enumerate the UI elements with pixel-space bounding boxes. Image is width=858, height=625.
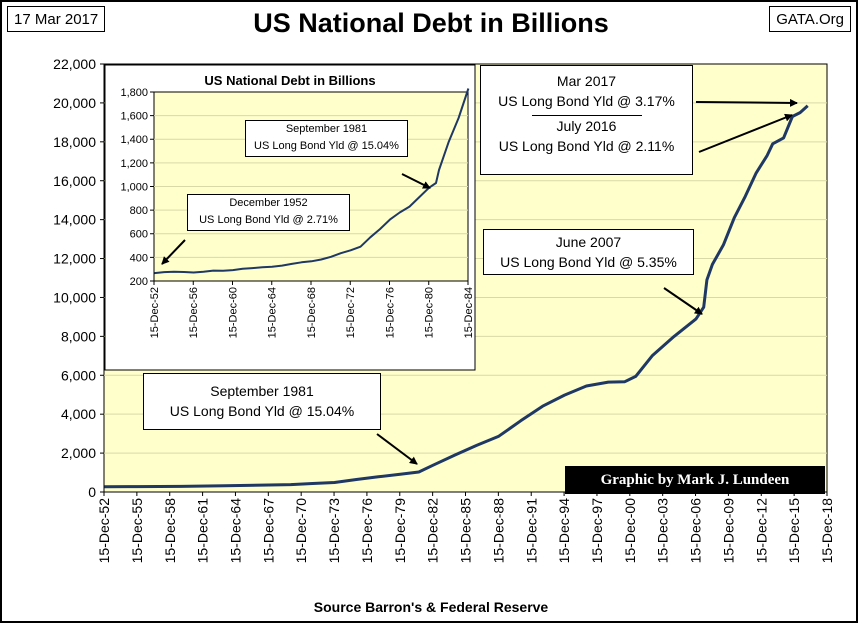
main-y-tick-label: 18,000: [53, 134, 96, 150]
inset-y-tick-label: 1,200: [120, 158, 148, 170]
inset-annotation-1981: September 1981 US Long Bond Yld @ 15.04%: [245, 120, 408, 157]
main-y-tick-label: 20,000: [53, 95, 96, 111]
annotation-arrow: [376, 433, 418, 465]
main-x-tick-label: 15-Dec-64: [227, 498, 243, 564]
main-y-tick-label: 6,000: [61, 367, 96, 383]
annotation-arrow: [698, 113, 793, 153]
inset-series-line: [154, 88, 470, 275]
annotation-2007: June 2007 US Long Bond Yld @ 5.35%: [483, 229, 694, 275]
main-y-tick-label: 22,000: [53, 56, 96, 72]
inset-y-tick-label: 1,000: [120, 181, 148, 193]
main-x-tick-label: 15-Dec-91: [523, 498, 539, 564]
main-x-tick-label: 15-Dec-18: [819, 498, 835, 564]
annotation-arrow: [161, 239, 186, 265]
sep1981-yield: US Long Bond Yld @ 15.04%: [169, 403, 355, 419]
main-x-tick-label: 15-Dec-88: [490, 498, 506, 564]
inset-dec1952-date: December 1952: [229, 197, 308, 209]
inset-x-tick-label: 15-Dec-52: [149, 287, 161, 338]
inset-x-tick-label: 15-Dec-56: [188, 287, 200, 338]
main-x-tick-label: 15-Dec-61: [195, 498, 211, 564]
inset-x-tick-label: 15-Dec-80: [424, 287, 436, 338]
inset-sep1981-yield: US Long Bond Yld @ 15.04%: [254, 140, 399, 152]
inset-x-tick-label: 15-Dec-60: [227, 287, 239, 338]
sep1981-date: September 1981: [210, 383, 314, 399]
main-x-tick-label: 15-Dec-94: [556, 498, 572, 564]
inset-x-tick-label: 15-Dec-84: [463, 287, 475, 338]
jun2007-date: June 2007: [555, 234, 622, 250]
annotation-1981: September 1981 US Long Bond Yld @ 15.04%: [143, 373, 381, 430]
annotation-2017-2016: Mar 2017 US Long Bond Yld @ 3.17% July 2…: [480, 65, 693, 175]
inset-y-tick-label: 1,800: [120, 87, 148, 99]
annotation-arrow: [695, 98, 798, 107]
main-x-tick-label: 15-Dec-73: [326, 498, 342, 564]
main-x-tick-label: 15-Dec-12: [753, 498, 769, 564]
main-x-tick-label: 15-Dec-70: [293, 498, 309, 564]
inset-sep1981-date: September 1981: [285, 123, 368, 135]
main-y-tick-label: 4,000: [61, 406, 96, 422]
inset-y-tick-label: 800: [130, 205, 148, 217]
main-y-tick-label: 8,000: [61, 328, 96, 344]
graphic-credit: Graphic by Mark J. Lundeen: [565, 466, 825, 494]
annotation-arrow: [401, 173, 431, 189]
jul2016-date: July 2016: [556, 118, 617, 134]
main-x-tick-label: 15-Dec-97: [589, 498, 605, 564]
main-x-tick-label: 15-Dec-00: [622, 498, 638, 564]
inset-annotation-1952: December 1952 US Long Bond Yld @ 2.71%: [187, 194, 350, 231]
inset-y-tick-label: 1,600: [120, 111, 148, 123]
main-y-tick-label: 2,000: [61, 445, 96, 461]
main-y-tick-label: 10,000: [53, 289, 96, 305]
inset-title: US National Debt in Billions: [204, 73, 375, 88]
main-x-tick-label: 15-Dec-85: [458, 498, 474, 564]
jun2007-yield: US Long Bond Yld @ 5.35%: [500, 254, 677, 270]
inset-y-tick-label: 400: [130, 252, 148, 264]
chart-title: US National Debt in Billions: [253, 8, 609, 38]
main-x-tick-label: 15-Dec-76: [359, 498, 375, 564]
brand-label: GATA.Org: [769, 6, 851, 32]
main-x-tick-label: 15-Dec-03: [655, 498, 671, 564]
main-x-tick-label: 15-Dec-06: [688, 498, 704, 564]
inset-y-tick-label: 1,400: [120, 134, 148, 146]
main-x-tick-label: 15-Dec-09: [720, 498, 736, 564]
source-note: Source Barron's & Federal Reserve: [313, 599, 549, 615]
inset-x-tick-label: 15-Dec-72: [345, 287, 357, 338]
main-y-tick-label: 16,000: [53, 173, 96, 189]
main-series-line: [104, 104, 809, 489]
annotation-arrow: [663, 287, 703, 315]
jul2016-yield: US Long Bond Yld @ 2.11%: [498, 138, 675, 154]
main-x-tick-label: 15-Dec-67: [260, 498, 276, 564]
inset-x-tick-label: 15-Dec-68: [306, 287, 318, 338]
date-label: 17 Mar 2017: [7, 6, 106, 32]
main-y-tick-label: 0: [88, 484, 96, 500]
main-x-tick-label: 15-Dec-52: [96, 498, 112, 564]
main-x-tick-label: 15-Dec-58: [162, 498, 178, 564]
main-x-tick-label: 15-Dec-15: [786, 498, 802, 564]
inset-y-tick-label: 200: [130, 276, 148, 288]
main-x-tick-label: 15-Dec-79: [392, 498, 408, 564]
main-y-tick-label: 14,000: [53, 212, 96, 228]
mar2017-yield: US Long Bond Yld @ 3.17%: [498, 93, 675, 109]
main-y-tick-label: 12,000: [53, 251, 96, 267]
inset-dec1952-yield: US Long Bond Yld @ 2.71%: [199, 214, 338, 226]
inset-y-tick-label: 600: [130, 229, 148, 241]
inset-x-tick-label: 15-Dec-76: [384, 287, 396, 338]
mar2017-date: Mar 2017: [556, 73, 617, 89]
main-x-tick-label: 15-Dec-55: [129, 498, 145, 564]
inset-x-tick-label: 15-Dec-64: [267, 287, 279, 338]
main-x-tick-label: 15-Dec-82: [425, 498, 441, 564]
